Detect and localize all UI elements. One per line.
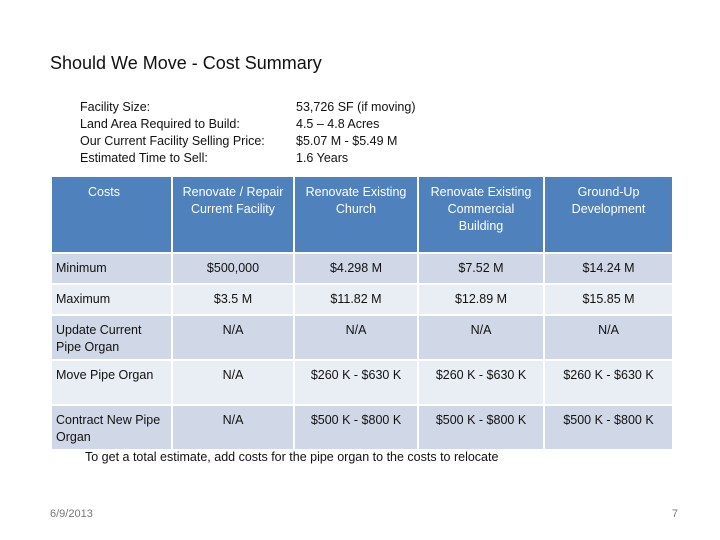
row-label: Contract New Pipe Organ: [52, 405, 173, 451]
table-cell: $7.52 M: [418, 253, 545, 285]
table-row: Maximum $3.5 M $11.82 M $12.89 M $15.85 …: [52, 284, 672, 316]
fact-row: Estimated Time to Sell: 1.6 Years: [80, 150, 416, 167]
fact-label: Land Area Required to Build:: [80, 117, 240, 131]
page-number: 7: [671, 508, 678, 520]
table-row: Update Current Pipe Organ N/A N/A N/A N/…: [52, 315, 672, 361]
table-cell: $260 K - $630 K: [544, 360, 672, 406]
table-header-row: Costs Renovate / Repair Current Facility…: [52, 177, 672, 254]
header-renovate-church: Renovate Existing Church: [294, 177, 419, 254]
table-cell: $4.298 M: [294, 253, 419, 285]
facility-facts: Facility Size: 53,726 SF (if moving) Lan…: [80, 99, 416, 167]
fact-row: Land Area Required to Build: 4.5 – 4.8 A…: [80, 116, 416, 133]
table-cell: $12.89 M: [418, 284, 545, 316]
cost-table: Costs Renovate / Repair Current Facility…: [52, 177, 672, 451]
row-label: Maximum: [52, 284, 173, 316]
table-cell: $260 K - $630 K: [294, 360, 419, 406]
table-cell: N/A: [172, 405, 295, 451]
table-cell: $500 K - $800 K: [418, 405, 545, 451]
table-cell: N/A: [544, 315, 672, 361]
slide-title: Should We Move - Cost Summary: [50, 53, 322, 73]
header-ground-up: Ground-Up Development: [544, 177, 672, 254]
table-cell: N/A: [294, 315, 419, 361]
fact-row: Facility Size: 53,726 SF (if moving): [80, 99, 416, 116]
table-cell: $500 K - $800 K: [544, 405, 672, 451]
table-cell: $500,000: [172, 253, 295, 285]
fact-value: 53,726 SF (if moving): [296, 100, 416, 114]
fact-value: 4.5 – 4.8 Acres: [296, 117, 380, 131]
footnote: To get a total estimate, add costs for t…: [85, 450, 499, 464]
header-renovate-commercial: Renovate Existing Commercial Building: [418, 177, 545, 254]
table-cell: $260 K - $630 K: [418, 360, 545, 406]
table-cell: N/A: [418, 315, 545, 361]
table-cell: $14.24 M: [544, 253, 672, 285]
table-row: Contract New Pipe Organ N/A $500 K - $80…: [52, 405, 672, 451]
fact-value: 1.6 Years: [296, 151, 349, 165]
row-label: Minimum: [52, 253, 173, 285]
slide-date: 6/9/2013: [50, 508, 93, 520]
row-label: Update Current Pipe Organ: [52, 315, 173, 361]
table-row: Move Pipe Organ N/A $260 K - $630 K $260…: [52, 360, 672, 406]
fact-label: Estimated Time to Sell:: [80, 151, 208, 165]
header-renovate-current: Renovate / Repair Current Facility: [172, 177, 295, 254]
table-cell: $11.82 M: [294, 284, 419, 316]
table-cell: N/A: [172, 360, 295, 406]
table-cell: $500 K - $800 K: [294, 405, 419, 451]
fact-row: Our Current Facility Selling Price: $5.0…: [80, 133, 416, 150]
table-cell: $3.5 M: [172, 284, 295, 316]
table-row: Minimum $500,000 $4.298 M $7.52 M $14.24…: [52, 253, 672, 285]
table-cell: $15.85 M: [544, 284, 672, 316]
table-cell: N/A: [172, 315, 295, 361]
header-costs: Costs: [52, 177, 173, 254]
row-label: Move Pipe Organ: [52, 360, 173, 406]
fact-label: Facility Size:: [80, 100, 151, 114]
fact-value: $5.07 M - $5.49 M: [296, 134, 398, 148]
fact-label: Our Current Facility Selling Price:: [80, 134, 265, 148]
